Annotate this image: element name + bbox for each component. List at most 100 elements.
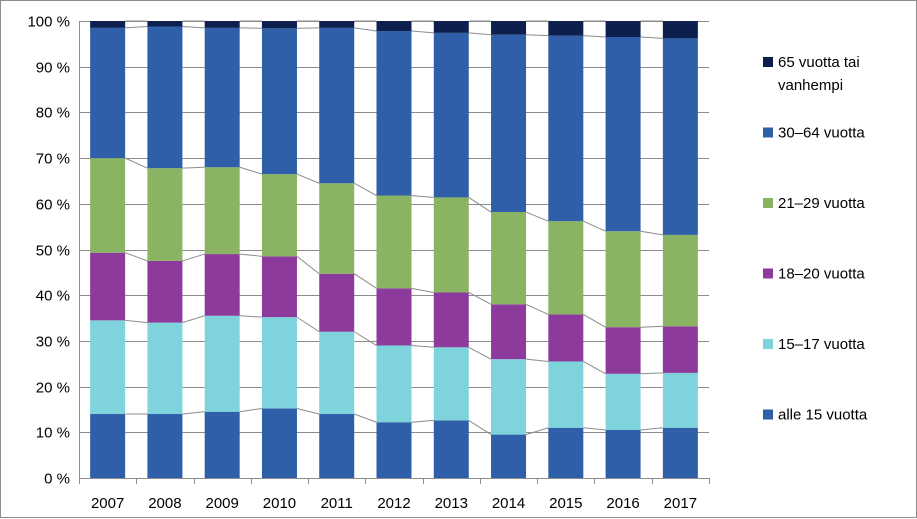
- x-tick-label: 2011: [321, 495, 353, 512]
- bar-segment: [548, 428, 583, 478]
- series-line: [583, 314, 605, 327]
- series-line: [526, 359, 548, 361]
- bar-segment: [606, 231, 641, 327]
- series-line: [297, 317, 319, 332]
- series-line: [297, 174, 319, 183]
- bar-segment: [491, 304, 526, 359]
- series-line: [641, 428, 663, 430]
- series-line: [526, 35, 548, 36]
- bar-segment: [205, 21, 240, 28]
- series-line: [240, 254, 262, 256]
- bar-segment: [377, 196, 412, 289]
- series-line: [641, 231, 663, 235]
- bar-segment: [262, 21, 297, 28]
- bar-segment: [90, 414, 125, 478]
- bar-segment: [491, 35, 526, 212]
- series-line: [297, 409, 319, 414]
- bar-segment: [319, 28, 354, 183]
- series-line: [182, 412, 204, 414]
- series-line: [583, 36, 605, 37]
- series-line: [526, 212, 548, 221]
- bar-segment: [205, 254, 240, 316]
- legend-swatch: [763, 198, 773, 208]
- bar-segment: [434, 420, 469, 478]
- bar-segment: [606, 430, 641, 478]
- bar-segment: [205, 28, 240, 167]
- bar-segment: [491, 212, 526, 304]
- series-line: [240, 316, 262, 317]
- x-tick-label: 2014: [492, 495, 525, 512]
- bar-segment: [377, 422, 412, 478]
- bar-segment: [319, 183, 354, 273]
- bar-segment: [319, 414, 354, 478]
- bar-segment: [663, 373, 698, 428]
- bar-segment: [663, 326, 698, 373]
- legend-label: 15–17 vuotta: [778, 336, 865, 353]
- bar-segment: [491, 359, 526, 434]
- bar-segment: [606, 327, 641, 374]
- y-tick-label: 60 %: [36, 197, 70, 214]
- series-line: [583, 221, 605, 231]
- y-tick-label: 50 %: [36, 243, 70, 260]
- legend-label: 30–64 vuotta: [778, 125, 865, 142]
- bar-segment: [663, 38, 698, 235]
- bar-segment: [147, 26, 182, 168]
- series-line: [412, 420, 434, 422]
- bar-segment: [663, 21, 698, 38]
- series-line: [240, 409, 262, 412]
- legend-swatch: [763, 57, 773, 67]
- bar-segment: [548, 21, 583, 36]
- series-line: [125, 26, 147, 27]
- y-tick-label: 30 %: [36, 334, 70, 351]
- bar-segment: [434, 33, 469, 198]
- series-line: [354, 183, 376, 195]
- bar-segment: [90, 21, 125, 28]
- series-line: [240, 167, 262, 174]
- series-line: [583, 361, 605, 373]
- bar-segment: [147, 21, 182, 26]
- bar-segment: [377, 21, 412, 31]
- bar-segment: [147, 323, 182, 414]
- bar-segment: [262, 28, 297, 174]
- series-line: [526, 304, 548, 314]
- bar-segment: [434, 292, 469, 347]
- bar-segment: [491, 21, 526, 35]
- bar-segment: [434, 347, 469, 420]
- bar-segment: [548, 361, 583, 427]
- x-tick-label: 2013: [435, 495, 468, 512]
- series-line: [469, 33, 491, 35]
- bar-segment: [434, 21, 469, 33]
- bar-segment: [90, 253, 125, 321]
- bar-segment: [663, 428, 698, 478]
- series-line: [182, 254, 204, 261]
- series-line: [354, 274, 376, 289]
- bar-segment: [377, 345, 412, 422]
- series-line: [412, 31, 434, 33]
- series-line: [182, 26, 204, 27]
- y-tick-label: 80 %: [36, 105, 70, 122]
- y-tick-label: 70 %: [36, 151, 70, 168]
- bar-segment: [548, 314, 583, 361]
- y-tick-label: 0 %: [44, 471, 70, 488]
- legend-label: 21–29 vuotta: [778, 195, 865, 212]
- y-tick-label: 10 %: [36, 425, 70, 442]
- series-line: [125, 158, 147, 168]
- series-line: [354, 332, 376, 346]
- bar-segment: [147, 261, 182, 323]
- bar-segment: [90, 158, 125, 253]
- legend-label: alle 15 vuotta: [778, 407, 868, 424]
- series-line: [125, 320, 147, 322]
- bar-segment: [548, 221, 583, 314]
- bar-segment: [205, 316, 240, 412]
- series-line: [583, 428, 605, 430]
- bar-segment: [606, 374, 641, 430]
- bar-segment: [90, 28, 125, 158]
- x-tick-label: 2012: [377, 495, 410, 512]
- bar-segment: [491, 435, 526, 478]
- x-tick-label: 2009: [205, 495, 238, 512]
- bar-segment: [90, 320, 125, 414]
- legend-swatch: [763, 339, 773, 349]
